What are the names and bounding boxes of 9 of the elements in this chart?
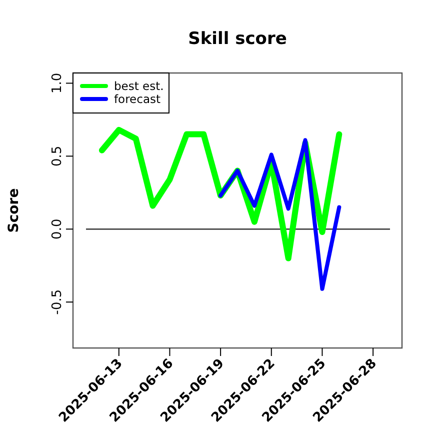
y-tick-label: 0.0	[50, 218, 65, 240]
y-tick-label: 0.5	[50, 146, 65, 166]
chart-title: Skill score	[188, 29, 287, 49]
y-tick-label: 1.0	[50, 72, 65, 94]
y-axis-title: Score	[6, 188, 22, 233]
legend-label: best est.	[114, 79, 164, 93]
y-tick-label: -0.5	[50, 289, 65, 315]
line-series	[218, 138, 342, 291]
legend-label: forecast	[114, 92, 161, 106]
